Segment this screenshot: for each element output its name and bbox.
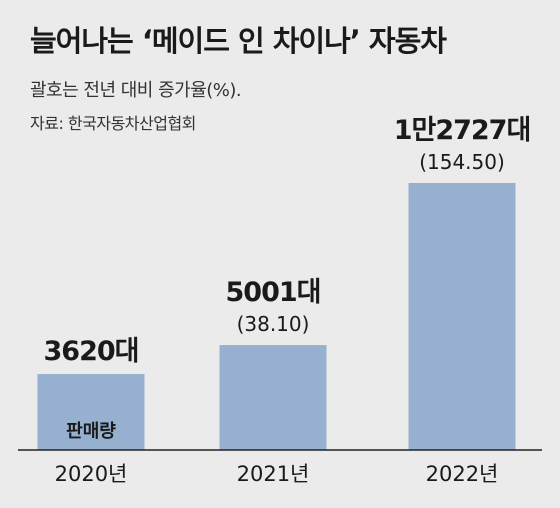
value-label: 1만2727대 [394, 115, 531, 146]
chart-title: 늘어나는 ‘메이드 인 차이나’ 자동차 [30, 24, 447, 58]
growth-label: (38.10) [237, 312, 310, 336]
value-label: 3620대 [44, 336, 139, 367]
growth-label: (154.50) [419, 150, 505, 174]
x-tick-label: 2022년 [426, 462, 499, 486]
value-label: 5001대 [226, 277, 321, 308]
chart-source: 자료: 한국자동차산업협회 [30, 114, 196, 133]
bar-2020년 [37, 374, 145, 450]
series-label: 판매량 [66, 421, 116, 442]
x-tick-label: 2020년 [55, 462, 128, 486]
bar-2021년 [219, 345, 327, 450]
x-tick-label: 2021년 [237, 462, 310, 486]
bar-2022년 [408, 183, 516, 450]
chart-note: 괄호는 전년 대비 증가율(%). [30, 80, 242, 101]
